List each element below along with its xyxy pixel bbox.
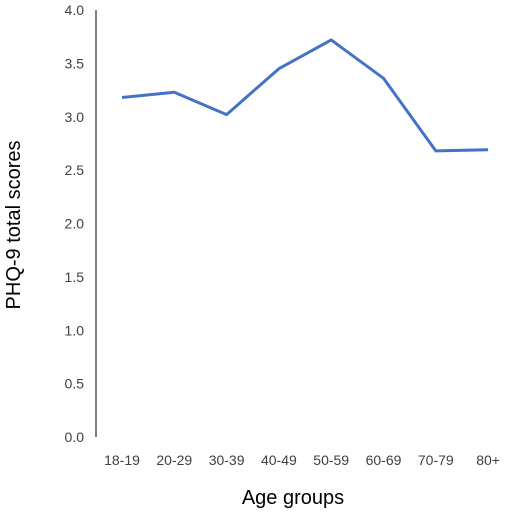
y-tick-label: 0.0	[65, 429, 85, 445]
y-tick-label: 2.0	[65, 216, 85, 232]
x-tick-label: 40-49	[261, 452, 297, 468]
y-tick-label: 1.0	[65, 322, 85, 338]
y-tick-label: 2.5	[65, 162, 85, 178]
x-tick-label: 50-59	[313, 452, 349, 468]
y-tick-label: 0.5	[65, 376, 85, 392]
y-axis-title: PHQ-9 total scores	[3, 141, 25, 310]
y-tick-label: 3.5	[65, 55, 85, 71]
y-tick-label: 3.0	[65, 109, 85, 125]
x-tick-label: 60-69	[366, 452, 402, 468]
x-tick-label: 30-39	[209, 452, 245, 468]
x-axis-title: Age groups	[242, 487, 344, 509]
x-tick-label: 70-79	[418, 452, 454, 468]
y-axis-ticks: 0.0 0.5 1.0 1.5 2.0 2.5 3.0 3.5 4.0	[65, 2, 85, 445]
x-tick-label: 80+	[476, 452, 500, 468]
x-tick-label: 20-29	[156, 452, 192, 468]
series-line	[121, 38, 489, 153]
x-tick-label: 18-19	[104, 452, 140, 468]
y-tick-label: 1.5	[65, 269, 85, 285]
x-axis-ticks: 18-19 20-29 30-39 40-49 50-59 60-69 70-79 80+	[104, 452, 500, 468]
y-tick-label: 4.0	[65, 2, 85, 18]
